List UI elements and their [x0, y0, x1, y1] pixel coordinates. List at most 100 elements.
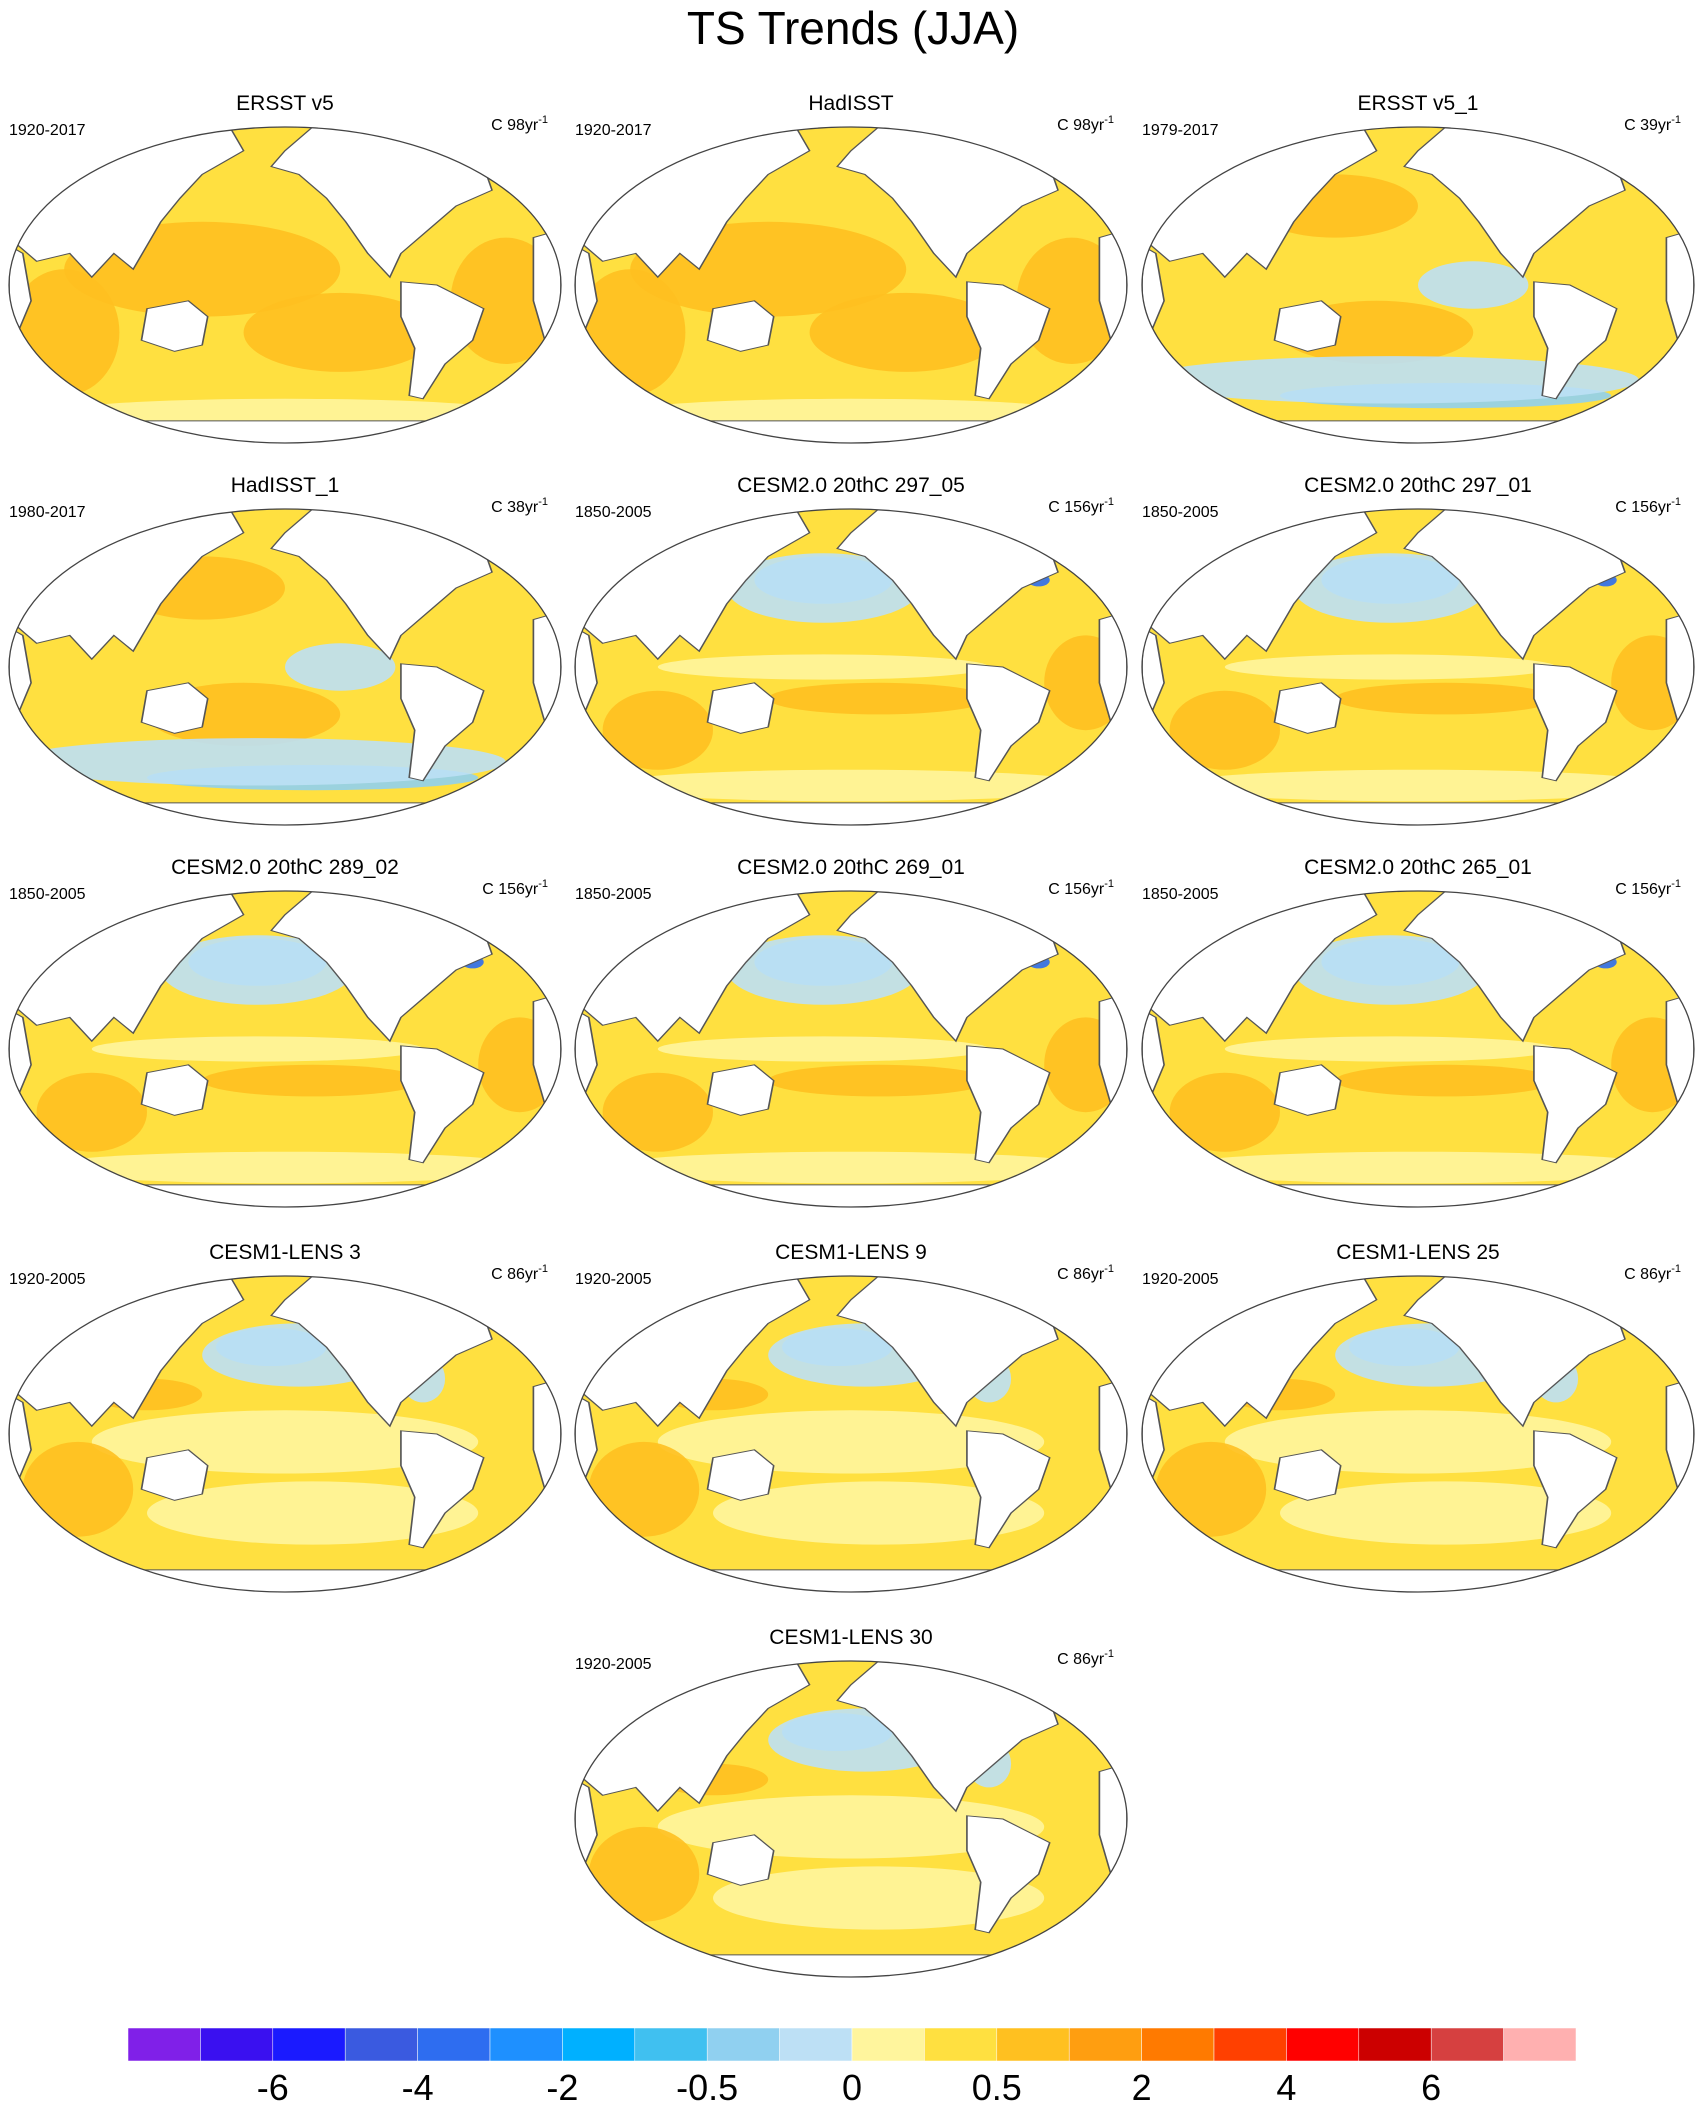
- units-label: C 39yr-1: [1624, 114, 1681, 134]
- trend-field: [657, 654, 990, 680]
- units-text: C 38yr: [491, 499, 539, 516]
- trend-field: [1169, 690, 1281, 770]
- map: [1142, 127, 1694, 443]
- panel-title: CESM1-LENS 30: [769, 1626, 932, 1649]
- map-border: [1141, 1275, 1695, 1593]
- period-label: 1850-2005: [575, 504, 652, 521]
- period-label: 1920-2005: [575, 1271, 652, 1288]
- colorbar-box: [924, 2027, 998, 2062]
- trend-field: [768, 682, 989, 715]
- trend-field: [160, 935, 354, 1005]
- map-border: [8, 508, 562, 826]
- map-panel: HadISST_1 1980-2017 C 38yr-1: [8, 474, 562, 826]
- units-label: C 86yr-1: [1624, 1263, 1681, 1283]
- colorbar-label: -6: [257, 2067, 289, 2108]
- units-exponent: -1: [1104, 114, 1114, 126]
- units-text: C 86yr: [1624, 1266, 1672, 1283]
- map-border: [1141, 508, 1695, 826]
- units-label: C 38yr-1: [491, 496, 548, 516]
- map-panel: CESM2.0 20thC 265_01 1850-2005 C 156yr-1: [1141, 856, 1695, 1208]
- colorbar-box: [272, 2027, 346, 2062]
- map-panel: CESM2.0 20thC 289_02 1850-2005 C 156yr-1: [8, 856, 562, 1208]
- trend-field: [602, 690, 713, 770]
- colorbar-box: [562, 2027, 636, 2062]
- trend-field: [588, 1441, 700, 1537]
- units-text: C 156yr: [1048, 499, 1105, 516]
- units-label: C 86yr-1: [1057, 1648, 1114, 1668]
- colorbar-label: 0.5: [972, 2067, 1022, 2108]
- units-text: C 156yr: [1615, 499, 1672, 516]
- units-exponent: -1: [1104, 496, 1114, 508]
- units-label: C 156yr-1: [482, 878, 548, 898]
- colorbar-box: [344, 2027, 418, 2062]
- trend-field: [147, 1481, 479, 1545]
- map-panel: CESM1-LENS 3 1920-2005 C 86yr-1: [8, 1241, 562, 1593]
- panel-title: CESM2.0 20thC 265_01: [1304, 856, 1532, 879]
- period-label: 1850-2005: [575, 886, 652, 903]
- trend-field: [809, 292, 1003, 372]
- map-border: [574, 1660, 1128, 1978]
- trend-field: [1293, 935, 1487, 1005]
- units-exponent: -1: [538, 496, 548, 508]
- units-text: C 98yr: [1057, 117, 1105, 134]
- units-exponent: -1: [1104, 1648, 1114, 1660]
- trend-field: [1335, 1064, 1556, 1097]
- map-panel: CESM2.0 20thC 297_05 1850-2005 C 156yr-1: [574, 474, 1128, 826]
- map-border: [574, 1275, 1128, 1593]
- units-text: C 86yr: [1057, 1266, 1105, 1283]
- period-label: 1920-2005: [575, 1656, 652, 1673]
- period-label: 1850-2005: [1142, 886, 1219, 903]
- colorbar-box: [1358, 2027, 1432, 2062]
- units-exponent: -1: [1671, 1263, 1681, 1275]
- map-border: [1141, 890, 1695, 1208]
- map-panel: CESM2.0 20thC 297_01 1850-2005 C 156yr-1: [1141, 474, 1695, 826]
- units-label: C 156yr-1: [1048, 878, 1114, 898]
- trend-field: [36, 1072, 147, 1152]
- trend-field: [602, 769, 1100, 802]
- map-panel: CESM2.0 20thC 269_01 1850-2005 C 156yr-1: [574, 856, 1128, 1208]
- map-border: [8, 126, 562, 444]
- trend-field: [9, 738, 506, 786]
- units-label: C 156yr-1: [1615, 878, 1681, 898]
- units-exponent: -1: [538, 114, 548, 126]
- trend-field: [1293, 553, 1487, 623]
- units-label: C 86yr-1: [491, 1263, 548, 1283]
- map: [575, 509, 1127, 825]
- map-panel: CESM1-LENS 25 1920-2005 C 86yr-1: [1141, 1241, 1695, 1593]
- panel-title: CESM2.0 20thC 297_05: [737, 474, 965, 497]
- map: [9, 127, 561, 443]
- map: [575, 127, 1127, 443]
- units-exponent: -1: [1104, 878, 1114, 890]
- units-text: C 98yr: [491, 117, 539, 134]
- units-text: C 156yr: [1615, 881, 1672, 898]
- panel-title: HadISST_1: [231, 474, 340, 497]
- period-label: 1850-2005: [9, 886, 86, 903]
- trend-field: [243, 292, 437, 372]
- trend-field: [713, 1866, 1045, 1930]
- units-text: C 86yr: [491, 1266, 539, 1283]
- map-border: [574, 890, 1128, 1208]
- trend-field: [1169, 769, 1667, 802]
- units-exponent: -1: [1671, 496, 1681, 508]
- colorbar-box: [489, 2027, 563, 2062]
- units-exponent: -1: [1671, 878, 1681, 890]
- units-label: C 98yr-1: [491, 114, 548, 134]
- colorbar: -6 -4 -2 -0.5 0 0.5 2 4 6: [127, 2027, 1577, 2108]
- map: [1142, 891, 1694, 1207]
- colorbar-box: [634, 2027, 708, 2062]
- period-label: 1850-2005: [1142, 504, 1219, 521]
- trend-field: [1155, 1441, 1267, 1537]
- period-label: 1920-2017: [575, 122, 652, 139]
- colorbar-box: [127, 2027, 201, 2062]
- trend-field: [22, 1441, 134, 1537]
- units-exponent: -1: [1104, 1263, 1114, 1275]
- trend-field: [768, 1064, 989, 1097]
- trend-field: [726, 935, 921, 1005]
- panel-title: ERSST v5_1: [1357, 92, 1478, 115]
- panel-title: CESM2.0 20thC 297_01: [1304, 474, 1532, 497]
- trend-field: [1418, 261, 1529, 309]
- colorbar-box: [200, 2027, 274, 2062]
- trend-field: [602, 1072, 713, 1152]
- units-label: C 98yr-1: [1057, 114, 1114, 134]
- colorbar-box: [1286, 2027, 1360, 2062]
